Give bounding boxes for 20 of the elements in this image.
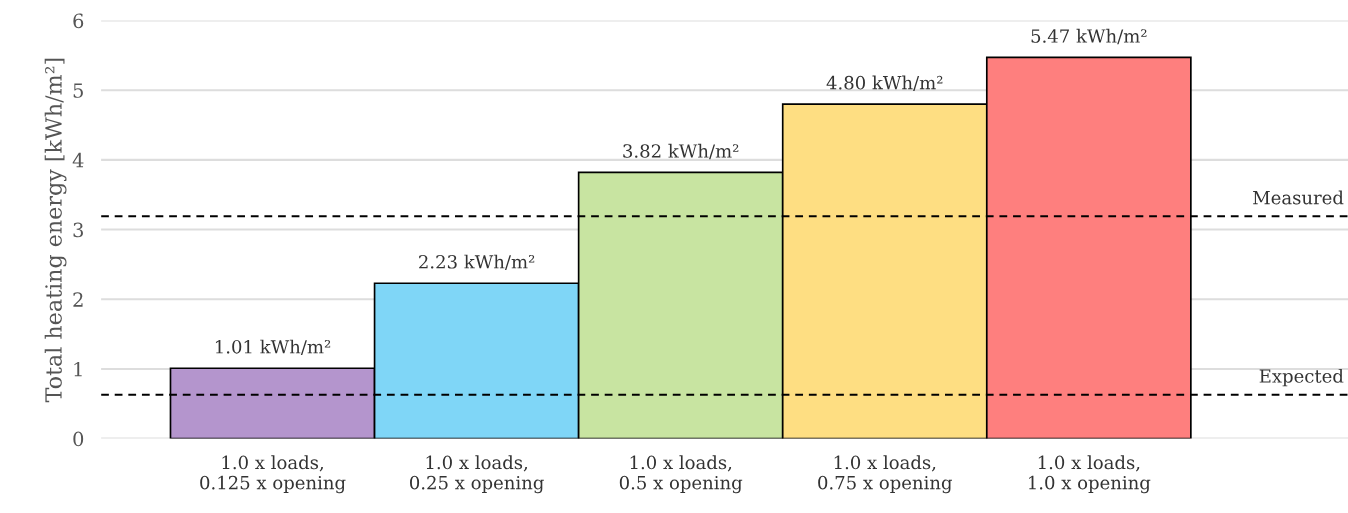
data-label: 3.82 kWh/m² bbox=[623, 143, 739, 160]
data-label: 5.47 kWh/m² bbox=[1031, 28, 1147, 45]
y-tick-label: 6 bbox=[73, 13, 84, 29]
x-tick-label: 1.0 x loads, 0.75 x opening bbox=[818, 455, 952, 494]
x-tick-label: 1.0 x loads, 0.5 x opening bbox=[619, 455, 743, 494]
x-tick-label: 1.0 x loads, 1.0 x opening bbox=[1028, 455, 1151, 494]
y-tick-label: 4 bbox=[72, 152, 84, 168]
x-tick-label: 1.0 x loads, 0.125 x opening bbox=[200, 455, 346, 494]
data-label: 2.23 kWh/m² bbox=[419, 254, 535, 271]
ref-line-label: Measured bbox=[1253, 190, 1344, 205]
data-label: 1.01 kWh/m² bbox=[215, 339, 331, 356]
y-tick-label: 0 bbox=[73, 431, 84, 447]
y-tick-label: 1 bbox=[74, 361, 82, 377]
x-tick-label: 1.0 x loads, 0.25 x opening bbox=[410, 455, 544, 494]
y-tick-label: 2 bbox=[73, 292, 83, 307]
ref-line-label: Expected bbox=[1259, 368, 1344, 387]
data-label: 4.80 kWh/m² bbox=[826, 75, 943, 91]
y-axis-title: Total heating energy [kWh/m²] bbox=[44, 58, 67, 403]
y-tick-label: 5 bbox=[73, 83, 83, 98]
y-tick-label: 3 bbox=[73, 222, 83, 238]
